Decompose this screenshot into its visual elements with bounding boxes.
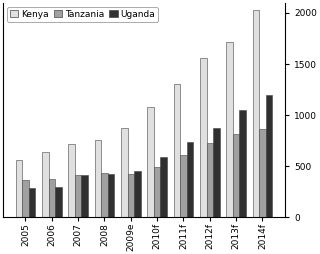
Bar	[95, 140, 101, 217]
Bar	[266, 95, 272, 217]
Bar	[187, 142, 193, 217]
Bar	[200, 58, 206, 217]
Bar	[180, 155, 187, 217]
Bar	[29, 187, 36, 217]
Bar	[226, 42, 233, 217]
Bar	[154, 167, 160, 217]
Bar	[82, 175, 88, 217]
Bar	[101, 173, 108, 217]
Bar	[121, 128, 128, 217]
Bar	[259, 129, 266, 217]
Bar	[128, 174, 134, 217]
Legend: Kenya, Tanzania, Uganda: Kenya, Tanzania, Uganda	[7, 7, 158, 22]
Bar	[233, 134, 239, 217]
Bar	[49, 179, 55, 217]
Bar	[174, 84, 180, 217]
Bar	[16, 160, 22, 217]
Bar	[22, 180, 29, 217]
Bar	[206, 143, 213, 217]
Bar	[134, 171, 141, 217]
Bar	[147, 107, 154, 217]
Bar	[239, 110, 246, 217]
Bar	[42, 152, 49, 217]
Bar	[213, 128, 220, 217]
Bar	[75, 175, 82, 217]
Bar	[55, 186, 62, 217]
Bar	[68, 144, 75, 217]
Bar	[108, 174, 114, 217]
Bar	[252, 10, 259, 217]
Bar	[160, 157, 167, 217]
